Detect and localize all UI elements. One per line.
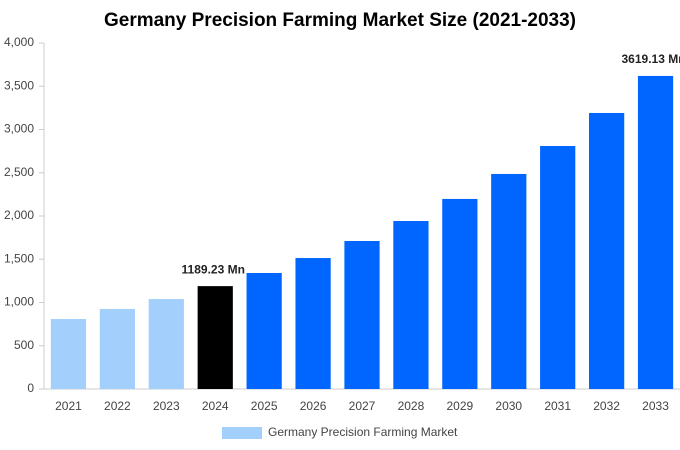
- y-tick-label: 500: [14, 338, 34, 352]
- y-tick-label: 1,500: [4, 251, 34, 265]
- bar: [344, 240, 380, 389]
- x-tick-label: 2033: [642, 399, 669, 413]
- bar: [99, 308, 135, 389]
- bar: [197, 286, 233, 389]
- bar: [148, 299, 184, 389]
- y-tick-label: 3,500: [4, 78, 34, 92]
- x-tick-label: 2026: [300, 399, 327, 413]
- bar: [393, 221, 429, 389]
- y-tick-label: 4,000: [4, 35, 34, 49]
- bar: [589, 112, 625, 389]
- chart-title: Germany Precision Farming Market Size (2…: [104, 10, 576, 31]
- bar: [491, 173, 527, 389]
- x-tick-label: 2023: [153, 399, 180, 413]
- x-tick-label: 2030: [495, 399, 522, 413]
- x-tick-label: 2027: [349, 399, 376, 413]
- bar: [442, 198, 478, 389]
- x-tick-label: 2021: [55, 399, 82, 413]
- x-tick-label: 2031: [544, 399, 571, 413]
- x-tick-label: 2022: [104, 399, 131, 413]
- bar: [295, 258, 331, 389]
- y-tick-label: 3,000: [4, 122, 34, 136]
- bar: [637, 75, 674, 389]
- x-tick-label: 2024: [202, 399, 229, 413]
- bar: [50, 319, 87, 389]
- legend-label: Germany Precision Farming Market: [268, 425, 458, 439]
- x-tick-label: 2029: [446, 399, 473, 413]
- bar: [540, 146, 576, 389]
- y-tick-label: 0: [27, 381, 34, 395]
- x-tick-label: 2025: [251, 399, 278, 413]
- y-tick-label: 1,000: [4, 295, 34, 309]
- bar: [246, 273, 282, 389]
- legend-swatch: [222, 427, 262, 439]
- y-tick-label: 2,000: [4, 208, 34, 222]
- y-tick-label: 2,500: [4, 165, 34, 179]
- value-label: 3619.13 Mn: [622, 52, 680, 66]
- value-label: 1189.23 Mn: [182, 262, 245, 276]
- x-tick-label: 2032: [593, 399, 620, 413]
- x-tick-label: 2028: [398, 399, 425, 413]
